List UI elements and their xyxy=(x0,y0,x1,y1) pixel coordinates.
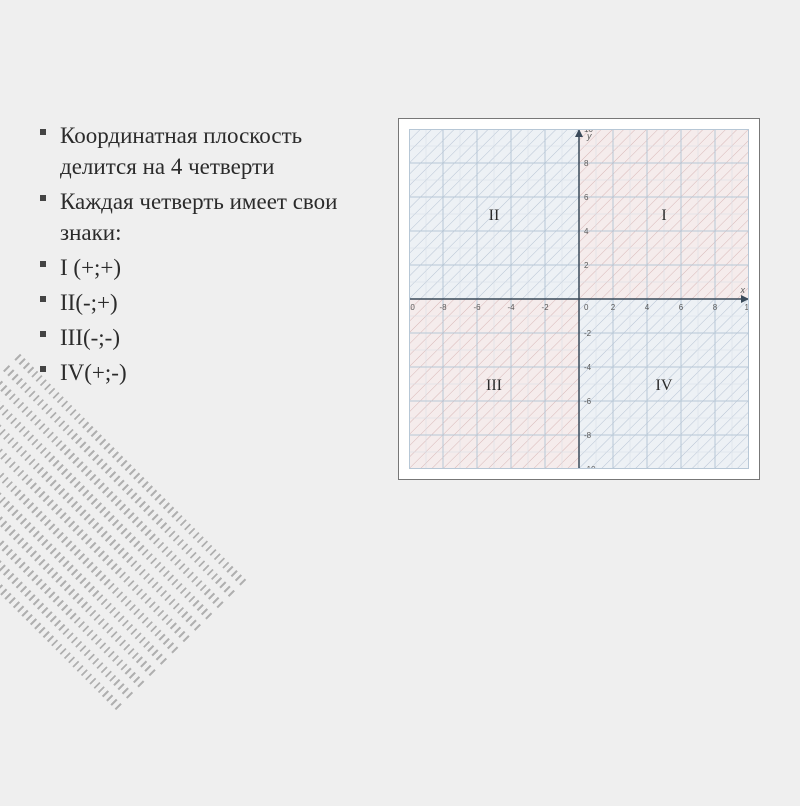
bullet-text: I (+;+) xyxy=(60,255,121,280)
svg-text:II: II xyxy=(489,207,500,224)
list-item: Координатная плоскость делится на 4 четв… xyxy=(40,120,370,182)
svg-text:8: 8 xyxy=(713,303,718,312)
bullet-icon xyxy=(40,296,46,302)
svg-text:I: I xyxy=(661,207,666,224)
svg-text:-6: -6 xyxy=(584,397,592,406)
list-item: II(-;+) xyxy=(40,287,370,318)
bullet-icon xyxy=(40,366,46,372)
svg-text:-2: -2 xyxy=(541,303,549,312)
svg-text:-4: -4 xyxy=(584,363,592,372)
list-item: Каждая четверть имеет свои знаки: xyxy=(40,186,370,248)
svg-text:0: 0 xyxy=(584,303,589,312)
svg-text:y: y xyxy=(586,131,592,141)
corner-decoration xyxy=(0,354,246,806)
list-item: III(-;-) xyxy=(40,322,370,353)
bullet-icon xyxy=(40,195,46,201)
svg-text:6: 6 xyxy=(584,193,589,202)
bullet-list: Координатная плоскость делится на 4 четв… xyxy=(40,120,370,392)
svg-text:6: 6 xyxy=(679,303,684,312)
svg-text:IV: IV xyxy=(656,377,673,394)
list-item: IV(+;-) xyxy=(40,357,370,388)
svg-text:x: x xyxy=(740,285,746,295)
coordinate-plane: -10-8-6-4-2246810-10-8-6-4-22468100xyIII… xyxy=(409,129,749,469)
list-item: I (+;+) xyxy=(40,252,370,283)
bullet-text: IV(+;-) xyxy=(60,360,127,385)
svg-text:-4: -4 xyxy=(507,303,515,312)
svg-text:-8: -8 xyxy=(584,431,592,440)
bullet-icon xyxy=(40,331,46,337)
bullet-text: II(-;+) xyxy=(60,290,118,315)
svg-text:8: 8 xyxy=(584,159,589,168)
bullet-text: III(-;-) xyxy=(60,325,120,350)
bullet-icon xyxy=(40,261,46,267)
bullet-text: Каждая четверть имеет свои знаки: xyxy=(60,189,337,245)
coordinate-plane-frame: -10-8-6-4-2246810-10-8-6-4-22468100xyIII… xyxy=(398,118,760,480)
svg-text:III: III xyxy=(486,377,502,394)
svg-text:-6: -6 xyxy=(473,303,481,312)
svg-text:2: 2 xyxy=(611,303,616,312)
svg-text:-8: -8 xyxy=(439,303,447,312)
bullet-text: Координатная плоскость делится на 4 четв… xyxy=(60,123,302,179)
svg-text:2: 2 xyxy=(584,261,589,270)
svg-text:4: 4 xyxy=(584,227,589,236)
svg-text:-2: -2 xyxy=(584,329,592,338)
bullet-icon xyxy=(40,129,46,135)
svg-text:4: 4 xyxy=(645,303,650,312)
